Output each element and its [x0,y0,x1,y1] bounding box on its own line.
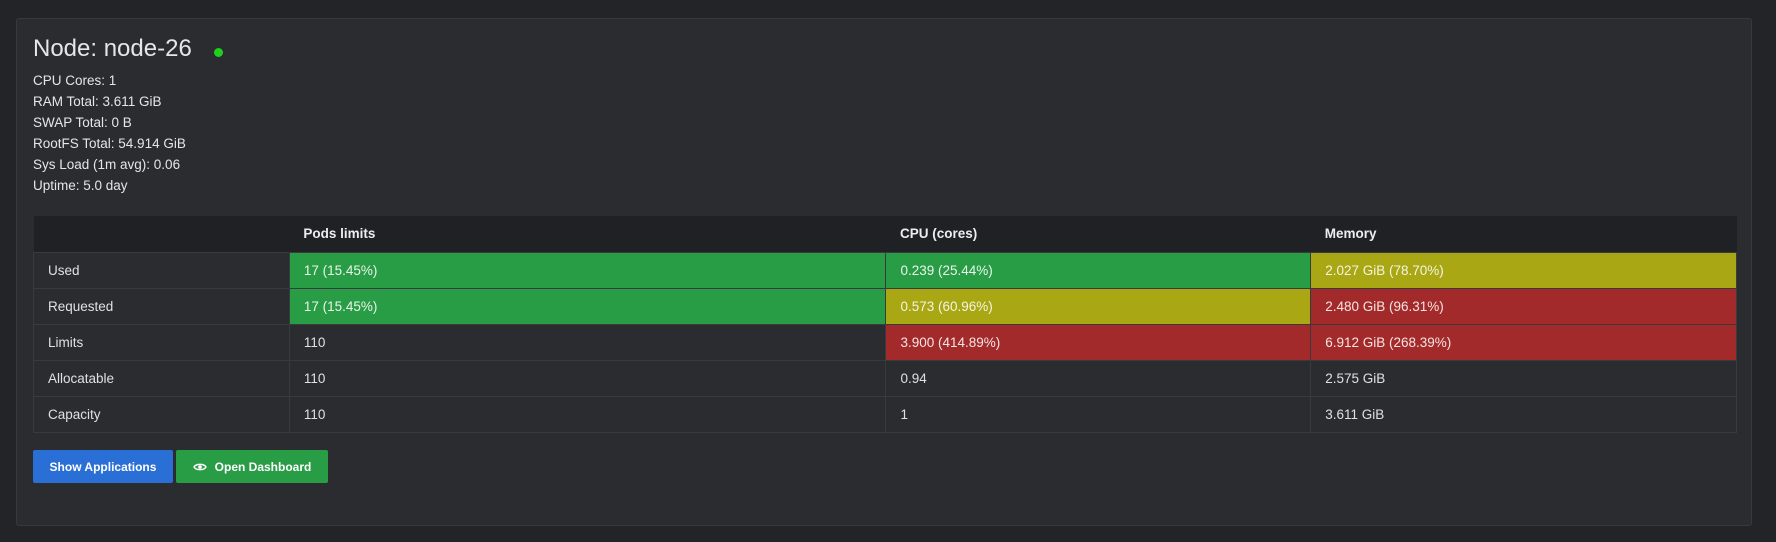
open-dashboard-label: Open Dashboard [214,459,312,474]
header-pods-limits: Pods limits [289,216,886,252]
header-cpu: CPU (cores) [885,216,1311,252]
node-info: CPU Cores: 1 RAM Total: 3.611 GiB SWAP T… [33,70,186,196]
memory-cell: 2.575 GiB [1310,359,1737,397]
cpu-cell: 3.900 (414.89%) [885,323,1312,361]
row-label: Requested [33,287,290,325]
memory-cell: 3.611 GiB [1310,395,1737,433]
pods-cell: 110 [288,395,887,433]
cpu-cell: 0.239 (25.44%) [885,251,1312,289]
table-row: Limits 110 3.900 (414.89%) 6.912 GiB (26… [33,323,1737,361]
info-ram-total: RAM Total: 3.611 GiB [33,94,162,109]
pods-cell: 110 [288,359,887,397]
pods-cell: 17 (15.45%) [288,287,887,325]
table-row: Allocatable 110 0.94 2.575 GiB [33,359,1737,397]
header-memory: Memory [1310,216,1737,252]
action-buttons: Show Applications Open Dashboard [33,450,328,483]
eye-icon [192,463,207,470]
pods-cell: 110 [288,323,887,361]
open-dashboard-button[interactable]: Open Dashboard [176,450,328,483]
cpu-cell: 0.573 (60.96%) [885,287,1312,325]
info-uptime: Uptime: 5.0 day [33,178,128,193]
show-applications-button[interactable]: Show Applications [33,450,173,483]
table-row: Used 17 (15.45%) 0.239 (25.44%) 2.027 Gi… [33,251,1737,289]
memory-cell: 2.027 GiB (78.70%) [1310,251,1737,289]
table-row: Requested 17 (15.45%) 0.573 (60.96%) 2.4… [33,287,1737,325]
show-applications-label: Show Applications [49,459,157,474]
row-label: Limits [33,323,290,361]
memory-cell: 2.480 GiB (96.31%) [1310,287,1737,325]
info-swap-total: SWAP Total: 0 B [33,115,132,130]
pods-cell: 17 (15.45%) [288,251,887,289]
node-panel: Node: node-26 CPU Cores: 1 RAM Total: 3.… [16,18,1752,526]
node-title: Node: node-26 [33,35,192,62]
cpu-cell: 0.94 [885,359,1312,397]
info-cpu-cores: CPU Cores: 1 [33,73,117,88]
table-row: Capacity 110 1 3.611 GiB [33,395,1737,433]
status-dot-icon [213,47,223,57]
info-sys-load: Sys Load (1m avg): 0.06 [33,157,181,172]
table-header-row: Pods limits CPU (cores) Memory [33,216,1737,252]
cpu-cell: 1 [885,395,1312,433]
resource-table: Pods limits CPU (cores) Memory Used 17 (… [33,216,1737,433]
row-label: Capacity [33,395,290,433]
title-row: Node: node-26 [33,33,223,65]
row-label: Used [33,251,290,289]
info-rootfs-total: RootFS Total: 54.914 GiB [33,136,186,151]
memory-cell: 6.912 GiB (268.39%) [1310,323,1737,361]
header-blank [33,216,290,252]
row-label: Allocatable [33,359,290,397]
